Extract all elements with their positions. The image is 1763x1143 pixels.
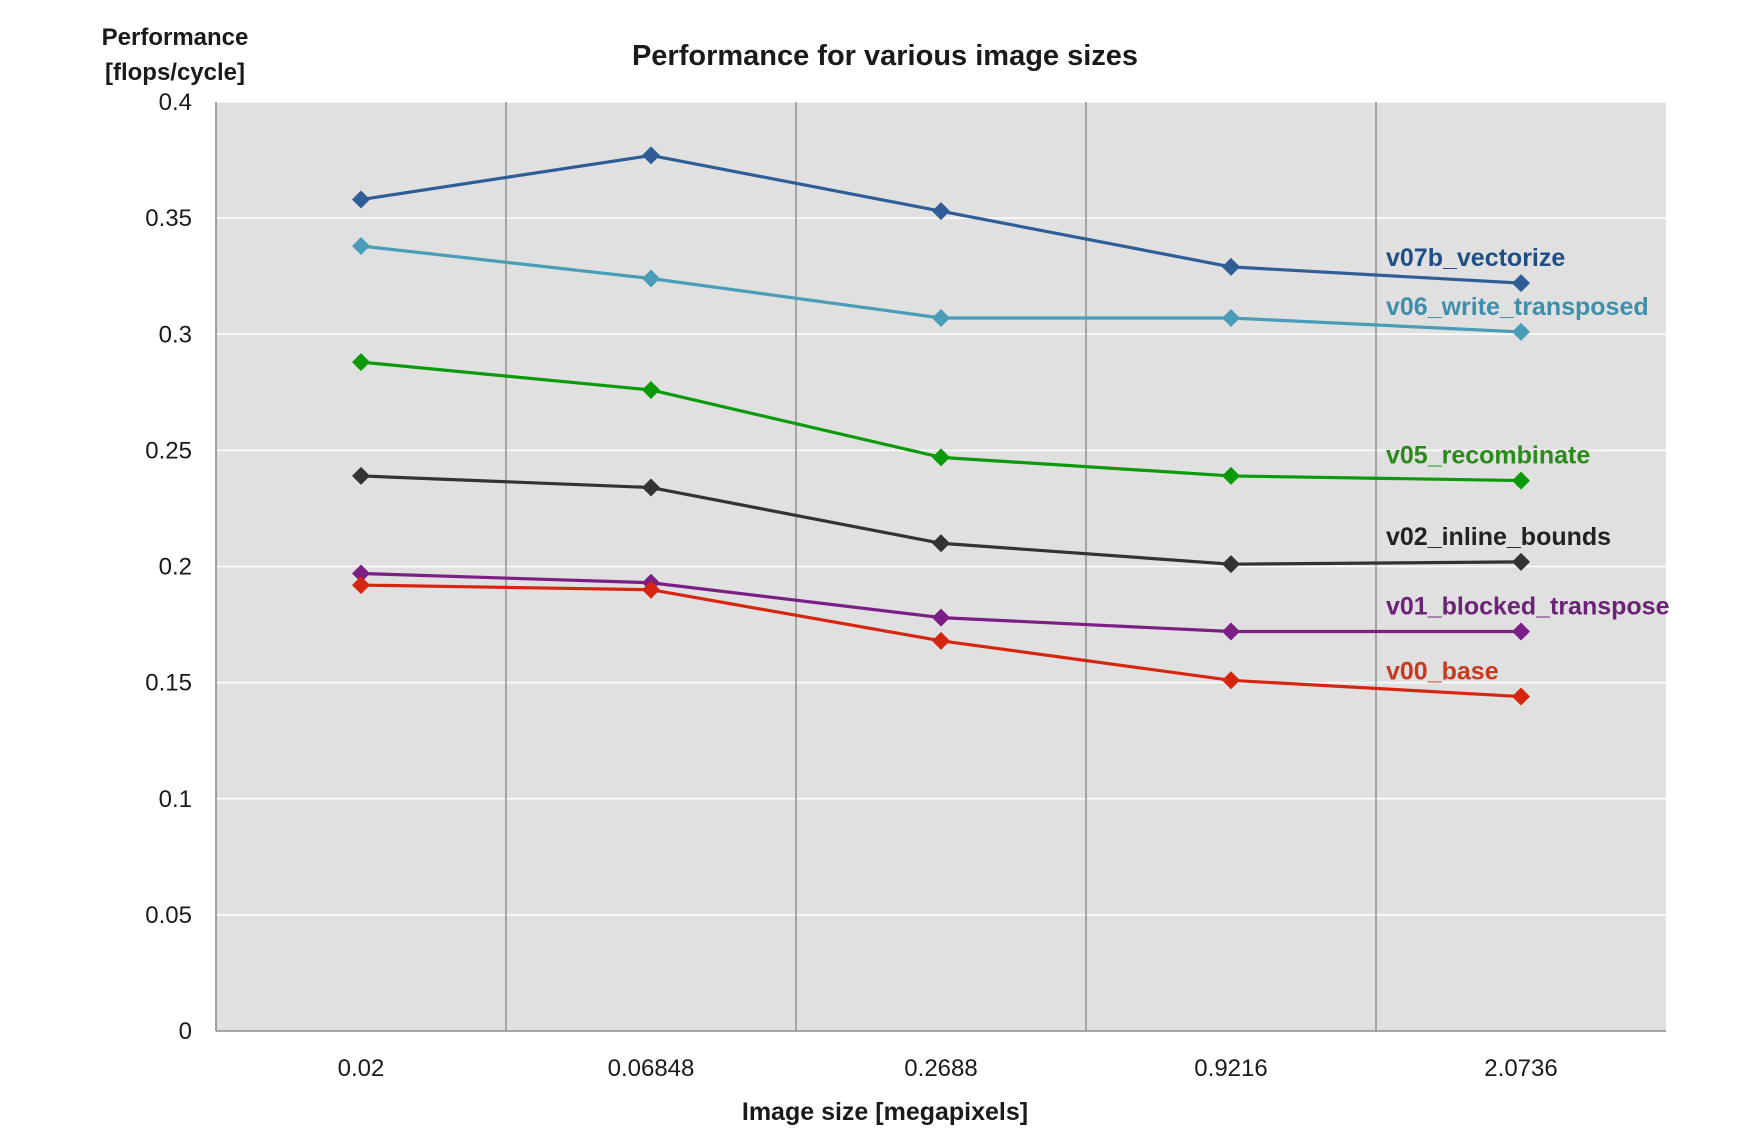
x-tick-label: 0.9216 [1194, 1055, 1267, 1082]
x-tick-label: 0.06848 [608, 1055, 695, 1082]
x-axis-label: Image size [megapixels] [742, 1098, 1028, 1126]
series-label: v06_write_transposed [1386, 293, 1649, 321]
series-v05_recombinate [352, 353, 1530, 490]
data-point-marker [1222, 671, 1240, 690]
x-tick-label: 0.02 [338, 1055, 385, 1082]
y-axis-label-line-1: Performance [102, 24, 249, 51]
data-point-marker [642, 580, 660, 599]
data-point-marker [1512, 552, 1530, 571]
data-point-marker [932, 308, 950, 327]
y-tick-label: 0.25 [145, 437, 192, 464]
data-point-marker [1222, 257, 1240, 276]
y-axis-ticks: 0 0.05 0.1 0.15 0.2 0.25 0.3 0.35 0.4 [145, 89, 192, 1045]
x-axis-ticks: 0.02 0.06848 0.2688 0.9216 2.0736 [338, 1055, 1558, 1082]
data-point-marker [352, 190, 370, 209]
series-v00_base [352, 576, 1530, 706]
data-point-marker [642, 146, 660, 165]
axes [215, 102, 1666, 1032]
data-point-marker [352, 576, 370, 595]
data-point-marker [932, 534, 950, 553]
y-tick-label: 0.05 [145, 902, 192, 929]
chart-title: Performance for various image sizes [632, 40, 1138, 72]
data-point-marker [642, 478, 660, 497]
series-labels: v07b_vectorize v06_write_transposed v05_re… [1386, 244, 1670, 685]
y-tick-label: 0.15 [145, 670, 192, 697]
data-point-marker [1512, 622, 1530, 641]
series-label: v01_blocked_transpose [1386, 593, 1670, 621]
y-tick-label: 0.35 [145, 205, 192, 232]
y-tick-label: 0.4 [159, 89, 192, 116]
horizontal-gridlines [216, 101, 1666, 916]
series-v02_inline_bounds [352, 466, 1530, 574]
data-point-marker [352, 564, 370, 583]
data-point-marker [1512, 322, 1530, 341]
data-point-marker [642, 269, 660, 288]
series-v06_write_transposed [352, 236, 1530, 341]
data-point-marker [1222, 622, 1240, 641]
data-point-marker [352, 353, 370, 372]
series-label: v02_inline_bounds [1386, 523, 1611, 551]
data-point-marker [1222, 466, 1240, 485]
series-v01_blocked_transpose [352, 564, 1530, 641]
data-point-marker [1512, 274, 1530, 293]
y-tick-label: 0.2 [159, 554, 192, 581]
data-point-marker [932, 448, 950, 467]
series-label: v05_recombinate [1386, 442, 1590, 470]
data-point-marker [352, 236, 370, 255]
series-label: v00_base [1386, 658, 1499, 686]
data-point-marker [1222, 308, 1240, 327]
x-tick-label: 2.0736 [1484, 1055, 1557, 1082]
data-point-marker [932, 202, 950, 221]
y-axis-label-line-2: [flops/cycle] [105, 59, 245, 86]
data-point-marker [642, 380, 660, 399]
series-label: v07b_vectorize [1386, 244, 1565, 272]
data-point-marker [932, 631, 950, 650]
series-v07b_vectorize [352, 146, 1530, 293]
data-point-marker [932, 608, 950, 627]
x-tick-label: 0.2688 [904, 1055, 977, 1082]
y-tick-label: 0.1 [159, 786, 192, 813]
y-tick-label: 0 [179, 1018, 192, 1045]
vertical-gridlines [505, 102, 1377, 1031]
y-tick-label: 0.3 [159, 321, 192, 348]
data-point-marker [1222, 555, 1240, 574]
series-lines [352, 146, 1530, 706]
data-point-marker [1512, 471, 1530, 490]
data-point-marker [352, 466, 370, 485]
data-point-marker [1512, 687, 1530, 706]
